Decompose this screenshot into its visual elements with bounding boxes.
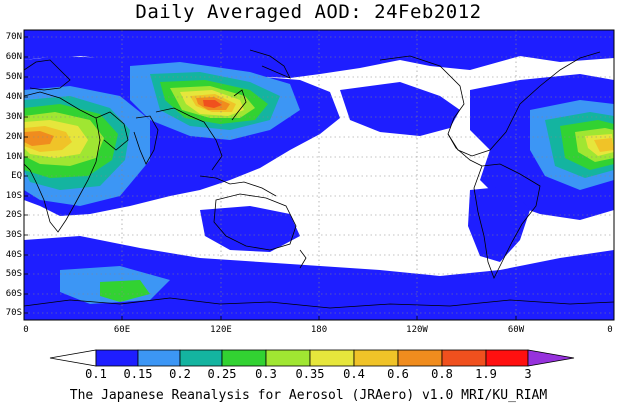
colorbar-bin-9 (441, 349, 487, 367)
coast-central-america (447, 133, 483, 167)
lat-label: EQ (11, 171, 22, 181)
colorbar-bin-3 (179, 349, 223, 367)
colorbar-bin-1 (95, 349, 139, 367)
coast-antarctica (24, 297, 614, 309)
colorbar-label: 0.3 (255, 367, 277, 381)
colorbar-bin-8 (397, 349, 443, 367)
lat-label: 50S (5, 269, 22, 279)
lat-label: 70S (5, 308, 22, 318)
colorbar-label: 0.6 (387, 367, 409, 381)
colorbar-label: 0.4 (343, 367, 365, 381)
coast-east-asia (155, 107, 223, 171)
colorbar-label: 0.25 (207, 367, 237, 381)
lon-label: 180 (310, 325, 328, 335)
coast-maritime (199, 175, 277, 197)
colorbar-bin-10 (485, 349, 529, 367)
aod-field (24, 30, 614, 320)
colorbar-label: 0.2 (169, 367, 191, 381)
lat-label: 30N (5, 112, 22, 122)
aod-region-south-america (468, 186, 530, 262)
lon-label: 0 (23, 325, 29, 335)
aod-region-atlantic-gold (594, 138, 614, 152)
colorbar-label: 0.1 (85, 367, 107, 381)
map-title: Daily Averaged AOD: 24Feb2012 (135, 1, 482, 23)
aod-region-south-green (100, 280, 150, 302)
footer-credit: The Japanese Reanalysis for Aerosol (JRA… (69, 388, 548, 403)
lat-label: 40S (5, 250, 22, 260)
colorbar-bin-5 (265, 349, 311, 367)
lat-label: 40N (5, 92, 22, 102)
coast-kamchatka (249, 49, 291, 79)
lon-label: 60E (113, 325, 131, 335)
colorbar (49, 349, 575, 367)
lat-label: 20N (5, 132, 22, 142)
coast-japan (231, 89, 247, 121)
lat-label: 20S (5, 210, 22, 220)
coast-africa (24, 91, 101, 233)
colorbar-bin-2 (137, 349, 181, 367)
lat-label: 10S (5, 191, 22, 201)
aod-region-east-asia-core (203, 100, 222, 108)
coast-australia (213, 193, 297, 251)
colorbar-high-arrow (527, 349, 575, 367)
colorbar-bin-6 (309, 349, 355, 367)
colorbar-label: 0.8 (431, 367, 453, 381)
colorbar-bin-4 (221, 349, 267, 367)
lat-label: 50N (5, 72, 22, 82)
coastlines (24, 49, 614, 309)
lat-label: 60N (5, 52, 22, 62)
colorbar-label: 1.9 (475, 367, 497, 381)
aod-region-australia (200, 206, 300, 252)
colorbar-label: 0.15 (123, 367, 153, 381)
colorbar-bin-7 (353, 349, 399, 367)
lat-label: 10N (5, 152, 22, 162)
colorbar-low-arrow (49, 349, 97, 367)
coast-arabia (95, 111, 129, 151)
colorbar-label: 3 (524, 367, 532, 381)
lat-label: 70N (5, 32, 22, 42)
aod-region-pacific-north (340, 82, 460, 136)
lon-label: 0 (607, 325, 613, 335)
colorbar-label: 0.35 (295, 367, 325, 381)
lat-label: 60S (5, 289, 22, 299)
lon-label: 120W (406, 325, 428, 335)
coast-india (133, 115, 159, 165)
aod-region-sahara-orange (24, 131, 54, 146)
axis-ticks (24, 36, 517, 320)
coast-new-zealand (299, 249, 307, 269)
coast-north-america (379, 51, 601, 157)
lat-label: 30S (5, 230, 22, 240)
coast-south-america (473, 163, 541, 279)
lon-label: 60W (507, 325, 525, 335)
coast-europe (24, 59, 71, 91)
lon-label: 120E (210, 325, 232, 335)
